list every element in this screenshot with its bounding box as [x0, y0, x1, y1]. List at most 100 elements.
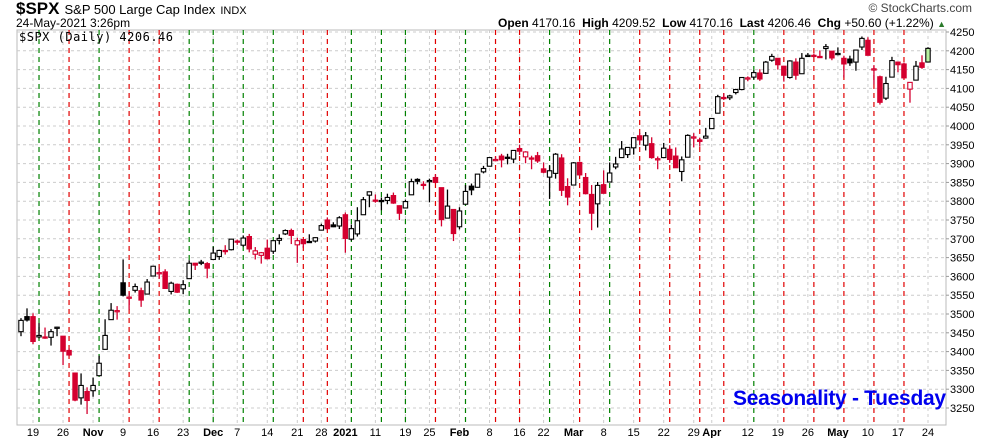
candle-body	[582, 176, 589, 195]
candle	[763, 60, 769, 74]
candle-body	[288, 229, 295, 236]
candle	[234, 239, 240, 245]
candle-body	[666, 148, 673, 161]
candle	[252, 247, 259, 260]
candle	[396, 205, 403, 220]
candle-body	[709, 117, 715, 130]
candle	[210, 246, 216, 261]
up-arrow-icon: ▲	[937, 19, 946, 29]
candle-body	[396, 205, 403, 214]
candle	[630, 137, 637, 155]
x-tick-label: Nov	[83, 427, 105, 438]
candle-body	[66, 349, 72, 356]
candle	[486, 157, 493, 167]
candle	[174, 283, 180, 293]
x-tick-label: 21	[291, 427, 303, 438]
x-tick-label: 19	[772, 427, 784, 438]
x-tick-label: 11	[370, 427, 381, 438]
x-tick-label: 25	[423, 427, 435, 438]
candle-body	[883, 82, 889, 99]
candle	[198, 259, 204, 266]
candle-body	[84, 390, 90, 402]
candle	[703, 127, 709, 139]
candle	[835, 47, 841, 56]
candle	[757, 69, 763, 81]
candle	[300, 239, 307, 248]
candle	[696, 137, 703, 147]
candle	[228, 238, 234, 251]
candle	[793, 58, 799, 80]
candle	[36, 323, 42, 339]
candle	[366, 191, 373, 208]
candle	[817, 50, 823, 59]
candle-body	[877, 76, 883, 103]
candle	[672, 147, 679, 169]
high-value: 4209.52	[612, 16, 656, 30]
x-tick-label: 9	[120, 427, 126, 438]
candle-body	[757, 72, 763, 80]
candle-body	[504, 156, 511, 159]
x-tick-label: 10	[862, 427, 874, 438]
candle	[114, 306, 120, 320]
candle	[150, 265, 156, 277]
candle	[636, 132, 643, 146]
candle-body	[721, 96, 727, 100]
x-tick-label: 2021	[333, 427, 357, 438]
x-tick-label: 29	[688, 427, 700, 438]
candle	[775, 57, 781, 70]
candle-body	[781, 65, 787, 76]
ohlc-readout: Open 4170.16 High 4209.52 Low 4170.16 La…	[498, 17, 946, 31]
candle	[715, 94, 721, 114]
candle-body	[618, 148, 625, 159]
candle	[54, 326, 60, 337]
candle	[588, 185, 595, 231]
symbol: $SPX	[16, 0, 60, 18]
candle	[222, 245, 228, 255]
candle-body	[546, 170, 553, 178]
candle-body	[258, 252, 265, 256]
candle-body	[468, 185, 475, 191]
candle-body	[775, 57, 781, 66]
candle	[282, 229, 289, 236]
candle	[444, 189, 451, 219]
open-label: Open	[498, 16, 529, 30]
candle-body	[745, 77, 751, 80]
candle	[264, 239, 271, 260]
candle	[372, 194, 379, 203]
candle	[180, 280, 186, 295]
last-label: Last	[739, 16, 765, 30]
candle-body	[690, 136, 697, 139]
candle-body	[216, 249, 222, 258]
candle	[354, 207, 361, 237]
candle-body	[654, 158, 661, 161]
candle-body	[24, 316, 30, 321]
candle	[582, 173, 589, 195]
y-tick-label: 3250	[950, 403, 974, 415]
candle	[612, 156, 619, 170]
candle	[769, 53, 775, 62]
candle	[709, 117, 715, 130]
candle-body	[564, 185, 571, 198]
y-tick-label: 4050	[950, 102, 974, 114]
candle	[666, 145, 673, 163]
candle	[564, 178, 571, 206]
candle-body	[763, 61, 769, 74]
candle	[186, 260, 192, 280]
candle-body	[751, 72, 757, 78]
candle	[30, 313, 36, 345]
chg-label: Chg	[817, 16, 841, 30]
annotation: Seasonality - Tuesday	[733, 387, 946, 410]
candle-body	[799, 57, 805, 75]
candle-body	[60, 335, 66, 352]
x-tick-label: 8	[601, 427, 607, 438]
candle-body	[907, 81, 913, 90]
candle-body	[492, 158, 499, 162]
candle	[294, 237, 301, 263]
candle-body	[108, 309, 114, 321]
x-tick-label: Apr	[702, 427, 722, 438]
candle-body	[180, 284, 186, 290]
y-tick-label: 3400	[950, 347, 974, 359]
candle	[684, 134, 691, 158]
candle-body	[228, 238, 234, 251]
